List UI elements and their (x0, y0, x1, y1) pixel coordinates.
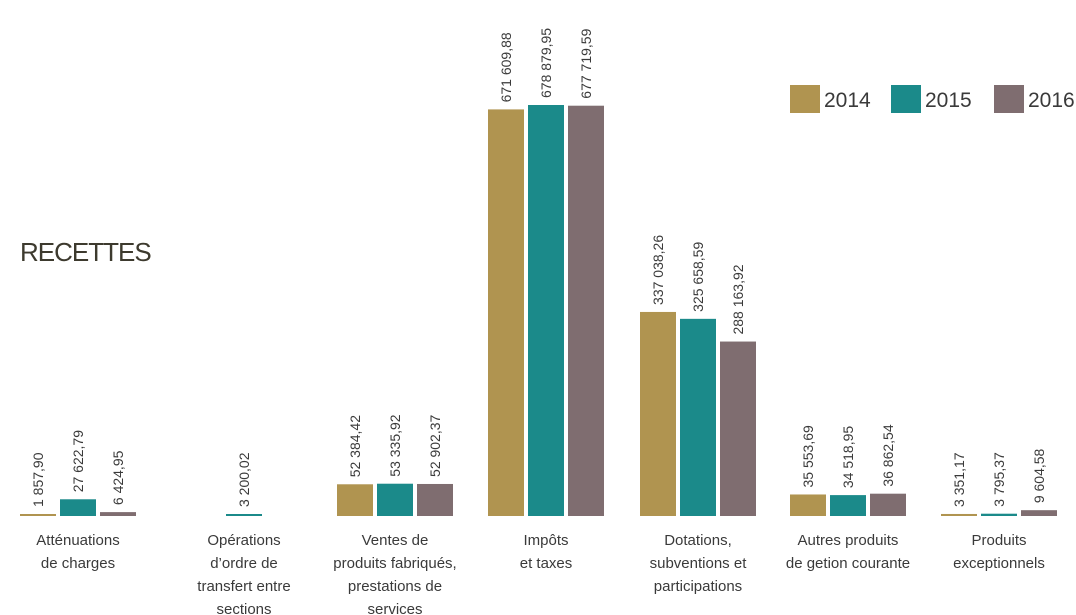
category-label: de getion courante (786, 555, 910, 572)
bar-2015 (226, 514, 262, 516)
category-label: Autres produits (798, 532, 899, 549)
bar-2015 (680, 318, 716, 516)
value-label: 1 857,90 (30, 452, 46, 507)
legend-label: 2016 (1028, 89, 1075, 112)
value-label: 27 622,79 (70, 430, 86, 492)
value-label: 36 862,54 (880, 424, 896, 486)
legend: 2014 2015 2016 (790, 85, 1075, 113)
category-label: Opérations (207, 532, 280, 549)
bar-2015 (528, 105, 564, 516)
value-label: 325 658,59 (690, 242, 706, 312)
value-label: 671 609,88 (498, 32, 514, 102)
category-label: subventions et (650, 555, 748, 572)
category-label: Produits (971, 532, 1026, 549)
value-label: 52 384,42 (347, 415, 363, 477)
legend-swatch (891, 85, 921, 113)
bar-2015 (60, 499, 96, 516)
category-labels-group: Atténuations de charges Opérations d’ordre … (36, 532, 1045, 615)
bar-2014 (488, 109, 524, 516)
bar-2014 (941, 513, 977, 516)
bar-2015 (377, 483, 413, 516)
bar-2015 (830, 495, 866, 516)
value-label: 3 351,17 (951, 452, 967, 507)
value-label: 677 719,59 (578, 28, 594, 98)
bar-2014 (640, 311, 676, 516)
category-label: prestations de (348, 578, 442, 595)
legend-swatch (790, 85, 820, 113)
category-label: et taxes (520, 555, 573, 572)
bar-2014 (790, 494, 826, 516)
legend-label: 2015 (925, 89, 972, 112)
bar-2016 (870, 493, 906, 516)
chart-title: RECETTES (20, 237, 151, 267)
category-label: exceptionnels (953, 555, 1045, 572)
legend-label: 2014 (824, 89, 871, 112)
category-label: produits fabriqués, (333, 555, 456, 572)
value-label: 52 902,37 (427, 414, 443, 476)
bar-2015 (981, 513, 1017, 516)
value-labels-group: 1 857,90 27 622,79 6 424,95 3 200,02 52 384,… (30, 28, 1047, 507)
category-label: services (367, 601, 422, 615)
category-label: Impôts (523, 532, 568, 549)
value-label: 288 163,92 (730, 264, 746, 334)
value-label: 53 335,92 (387, 414, 403, 476)
value-label: 3 200,02 (236, 452, 252, 507)
category-label: Dotations, (664, 532, 732, 549)
bar-2016 (417, 483, 453, 516)
legend-swatch (994, 85, 1024, 113)
category-label: participations (654, 578, 742, 595)
value-label: 34 518,95 (840, 426, 856, 488)
value-label: 6 424,95 (110, 450, 126, 505)
category-label: d’ordre de (210, 555, 278, 572)
bar-2016 (100, 512, 136, 516)
category-label: sections (216, 601, 271, 615)
value-label: 337 038,26 (650, 235, 666, 305)
bar-2016 (568, 105, 604, 517)
bar-2016 (1021, 510, 1057, 516)
value-label: 3 795,37 (991, 452, 1007, 507)
category-label: Ventes de (362, 532, 429, 549)
bar-2014 (337, 484, 373, 516)
category-label: de charges (41, 555, 115, 572)
value-label: 9 604,58 (1031, 448, 1047, 503)
category-label: transfert entre (197, 578, 290, 595)
value-label: 35 553,69 (800, 425, 816, 487)
bar-2014 (20, 514, 56, 516)
value-label: 678 879,95 (538, 28, 554, 98)
bars-group (20, 105, 1057, 517)
category-label: Atténuations (36, 532, 119, 549)
bar-2016 (720, 341, 756, 516)
